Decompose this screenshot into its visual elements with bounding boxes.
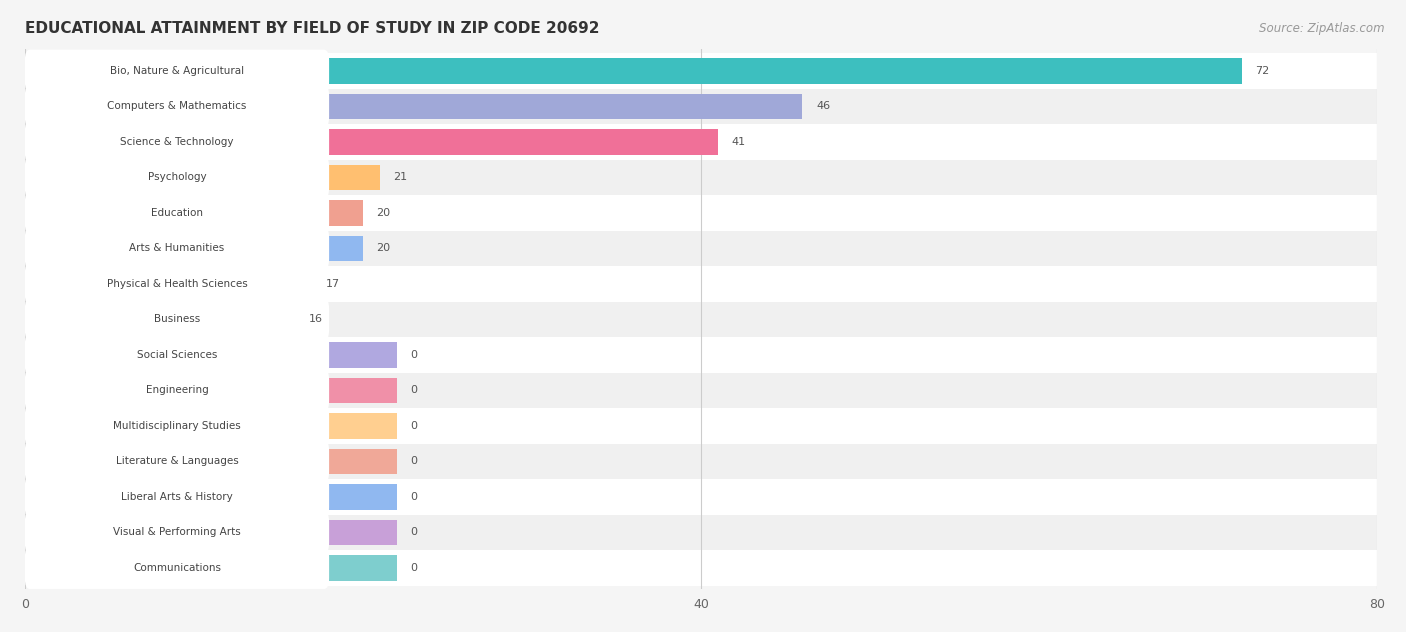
Bar <box>25 266 1376 301</box>
Text: Source: ZipAtlas.com: Source: ZipAtlas.com <box>1260 22 1385 35</box>
Bar <box>25 301 1376 337</box>
Text: Physical & Health Sciences: Physical & Health Sciences <box>107 279 247 289</box>
Bar <box>25 94 803 119</box>
Bar <box>25 520 396 545</box>
Text: 20: 20 <box>377 243 391 253</box>
Text: Education: Education <box>150 208 202 218</box>
FancyBboxPatch shape <box>25 50 329 92</box>
Bar <box>25 271 312 296</box>
FancyBboxPatch shape <box>25 334 329 376</box>
Text: 20: 20 <box>377 208 391 218</box>
FancyBboxPatch shape <box>25 263 329 305</box>
Text: 41: 41 <box>731 137 745 147</box>
FancyBboxPatch shape <box>25 476 329 518</box>
Bar <box>25 373 1376 408</box>
Text: Business: Business <box>153 314 200 324</box>
Bar <box>25 195 1376 231</box>
Text: Science & Technology: Science & Technology <box>121 137 233 147</box>
Bar <box>25 342 396 368</box>
Text: 0: 0 <box>411 386 418 396</box>
Bar <box>25 413 396 439</box>
Bar <box>25 449 396 474</box>
Text: 17: 17 <box>326 279 340 289</box>
FancyBboxPatch shape <box>25 191 329 234</box>
Bar <box>25 337 1376 373</box>
Bar <box>25 307 295 332</box>
Text: 16: 16 <box>309 314 323 324</box>
FancyBboxPatch shape <box>25 511 329 554</box>
Bar <box>25 514 1376 550</box>
FancyBboxPatch shape <box>25 227 329 269</box>
Text: 46: 46 <box>815 101 830 111</box>
Text: 0: 0 <box>411 456 418 466</box>
Text: Literature & Languages: Literature & Languages <box>115 456 239 466</box>
Text: Multidisciplinary Studies: Multidisciplinary Studies <box>112 421 240 431</box>
FancyBboxPatch shape <box>25 121 329 163</box>
Bar <box>25 58 1241 83</box>
FancyBboxPatch shape <box>25 85 329 128</box>
Bar <box>25 408 1376 444</box>
Bar <box>25 159 1376 195</box>
Text: Communications: Communications <box>134 563 221 573</box>
Text: 72: 72 <box>1256 66 1270 76</box>
Text: Liberal Arts & History: Liberal Arts & History <box>121 492 233 502</box>
Text: Computers & Mathematics: Computers & Mathematics <box>107 101 246 111</box>
Bar <box>25 236 363 261</box>
Text: Engineering: Engineering <box>146 386 208 396</box>
Text: Social Sciences: Social Sciences <box>136 350 217 360</box>
Text: 21: 21 <box>394 173 408 182</box>
Text: Bio, Nature & Agricultural: Bio, Nature & Agricultural <box>110 66 245 76</box>
FancyBboxPatch shape <box>25 298 329 341</box>
FancyBboxPatch shape <box>25 404 329 447</box>
FancyBboxPatch shape <box>25 441 329 482</box>
Bar <box>25 53 1376 88</box>
Text: Arts & Humanities: Arts & Humanities <box>129 243 225 253</box>
Bar <box>25 377 396 403</box>
Bar <box>25 88 1376 124</box>
FancyBboxPatch shape <box>25 156 329 198</box>
Bar <box>25 479 1376 514</box>
FancyBboxPatch shape <box>25 547 329 589</box>
Text: 0: 0 <box>411 563 418 573</box>
Text: 0: 0 <box>411 492 418 502</box>
Text: 0: 0 <box>411 527 418 537</box>
Text: 0: 0 <box>411 421 418 431</box>
Bar <box>25 231 1376 266</box>
Bar <box>25 124 1376 159</box>
Text: Psychology: Psychology <box>148 173 207 182</box>
Bar <box>25 484 396 509</box>
Text: Visual & Performing Arts: Visual & Performing Arts <box>112 527 240 537</box>
Bar <box>25 164 380 190</box>
Text: 0: 0 <box>411 350 418 360</box>
Bar <box>25 129 718 155</box>
Bar <box>25 555 396 581</box>
FancyBboxPatch shape <box>25 369 329 411</box>
Text: EDUCATIONAL ATTAINMENT BY FIELD OF STUDY IN ZIP CODE 20692: EDUCATIONAL ATTAINMENT BY FIELD OF STUDY… <box>25 21 599 36</box>
Bar <box>25 200 363 226</box>
Bar <box>25 444 1376 479</box>
Bar <box>25 550 1376 586</box>
